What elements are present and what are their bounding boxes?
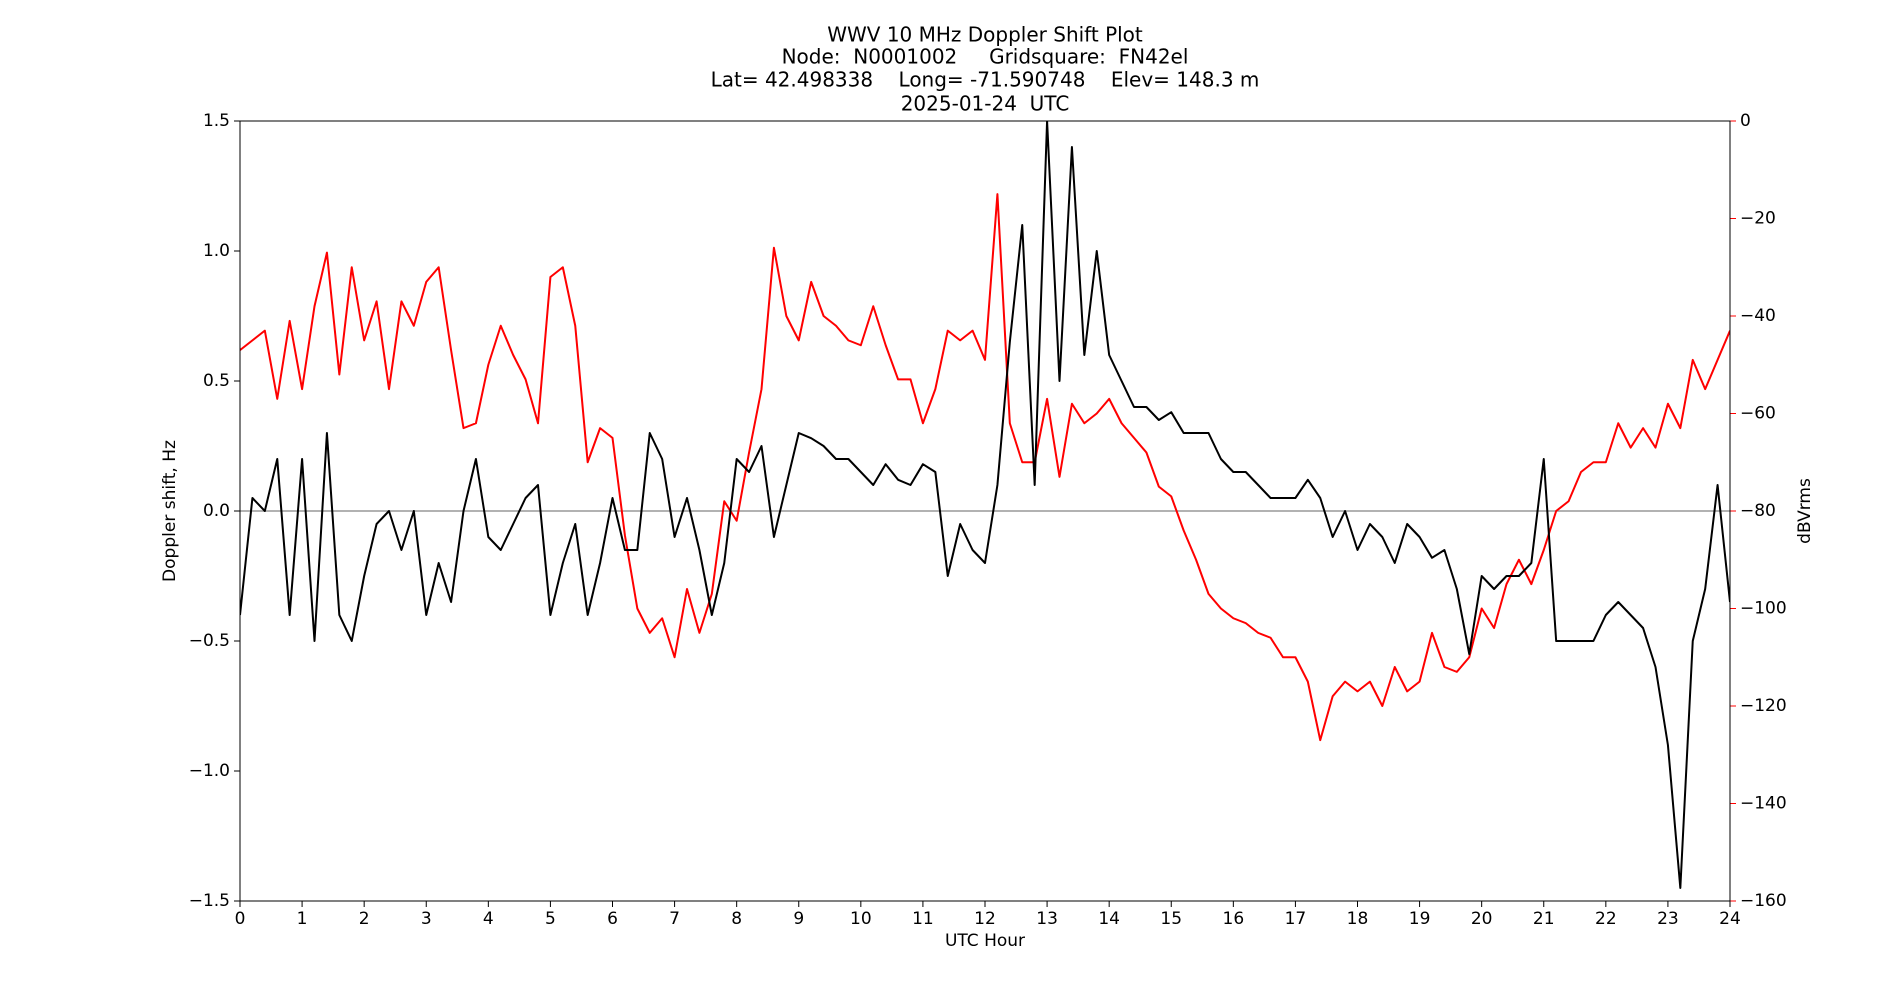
x-tick-label: 5 <box>545 909 556 929</box>
y-axis-label: Doppler shift, Hz <box>160 440 180 582</box>
series-line <box>240 121 1730 889</box>
x-tick-label: 21 <box>1533 909 1555 929</box>
y-tick-label: 1.5 <box>203 111 230 131</box>
y2-tick-label: −160 <box>1740 891 1787 911</box>
y-tick-label: −1.5 <box>189 891 230 911</box>
y2-tick-label: 0 <box>1740 111 1751 131</box>
y2-tick-label: −140 <box>1740 794 1787 814</box>
x-tick-label: 7 <box>669 909 680 929</box>
y-tick-label: −1.0 <box>189 761 230 781</box>
x-tick-label: 2 <box>359 909 370 929</box>
chart-subtitle: Lat= 42.498338 Long= -71.590748 Elev= 14… <box>711 68 1260 92</box>
x-tick-label: 13 <box>1036 909 1058 929</box>
x-tick-label: 23 <box>1657 909 1679 929</box>
y-tick-label: 0.5 <box>203 371 230 391</box>
y-tick-label: 0.0 <box>203 501 230 521</box>
plot-frame <box>239 120 1731 902</box>
y2-tick-label: −40 <box>1740 306 1776 326</box>
x-tick-label: 3 <box>421 909 432 929</box>
y-tick-label: −0.5 <box>189 631 230 651</box>
chart-subtitle: 2025-01-24 UTC <box>901 92 1070 116</box>
x-tick-label: 9 <box>793 909 804 929</box>
x-tick-label: 24 <box>1719 909 1741 929</box>
x-tick-label: 10 <box>850 909 872 929</box>
y2-tick-label: −100 <box>1740 599 1787 619</box>
chart-title: WWV 10 MHz Doppler Shift Plot <box>827 23 1143 47</box>
x-tick-label: 8 <box>731 909 742 929</box>
y2-tick-label: −60 <box>1740 404 1776 424</box>
y2-tick-label: −120 <box>1740 696 1787 716</box>
x-axis-label: UTC Hour <box>945 931 1025 951</box>
x-tick-label: 11 <box>912 909 934 929</box>
x-tick-label: 6 <box>607 909 618 929</box>
x-tick-label: 4 <box>483 909 494 929</box>
x-tick-label: 18 <box>1347 909 1369 929</box>
chart-subtitle: Node: N0001002 Gridsquare: FN42el <box>782 45 1189 69</box>
x-tick-label: 0 <box>235 909 246 929</box>
x-tick-label: 20 <box>1471 909 1493 929</box>
x-tick-label: 15 <box>1160 909 1182 929</box>
y2-tick-label: −80 <box>1740 501 1776 521</box>
y2-tick-label: −20 <box>1740 209 1776 229</box>
y-tick-label: 1.0 <box>203 241 230 261</box>
x-tick-label: 1 <box>297 909 308 929</box>
series-line <box>240 193 1730 742</box>
x-tick-label: 17 <box>1285 909 1307 929</box>
x-tick-label: 12 <box>974 909 996 929</box>
y2-axis-label: dBVrms <box>1795 478 1815 544</box>
x-tick-label: 22 <box>1595 909 1617 929</box>
x-tick-label: 14 <box>1098 909 1120 929</box>
x-tick-label: 16 <box>1223 909 1245 929</box>
x-tick-label: 19 <box>1409 909 1431 929</box>
